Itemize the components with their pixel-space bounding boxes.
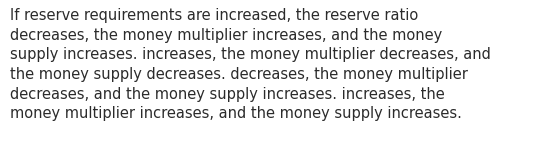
- Text: If reserve requirements are increased, the reserve ratio
decreases, the money mu: If reserve requirements are increased, t…: [10, 8, 491, 121]
